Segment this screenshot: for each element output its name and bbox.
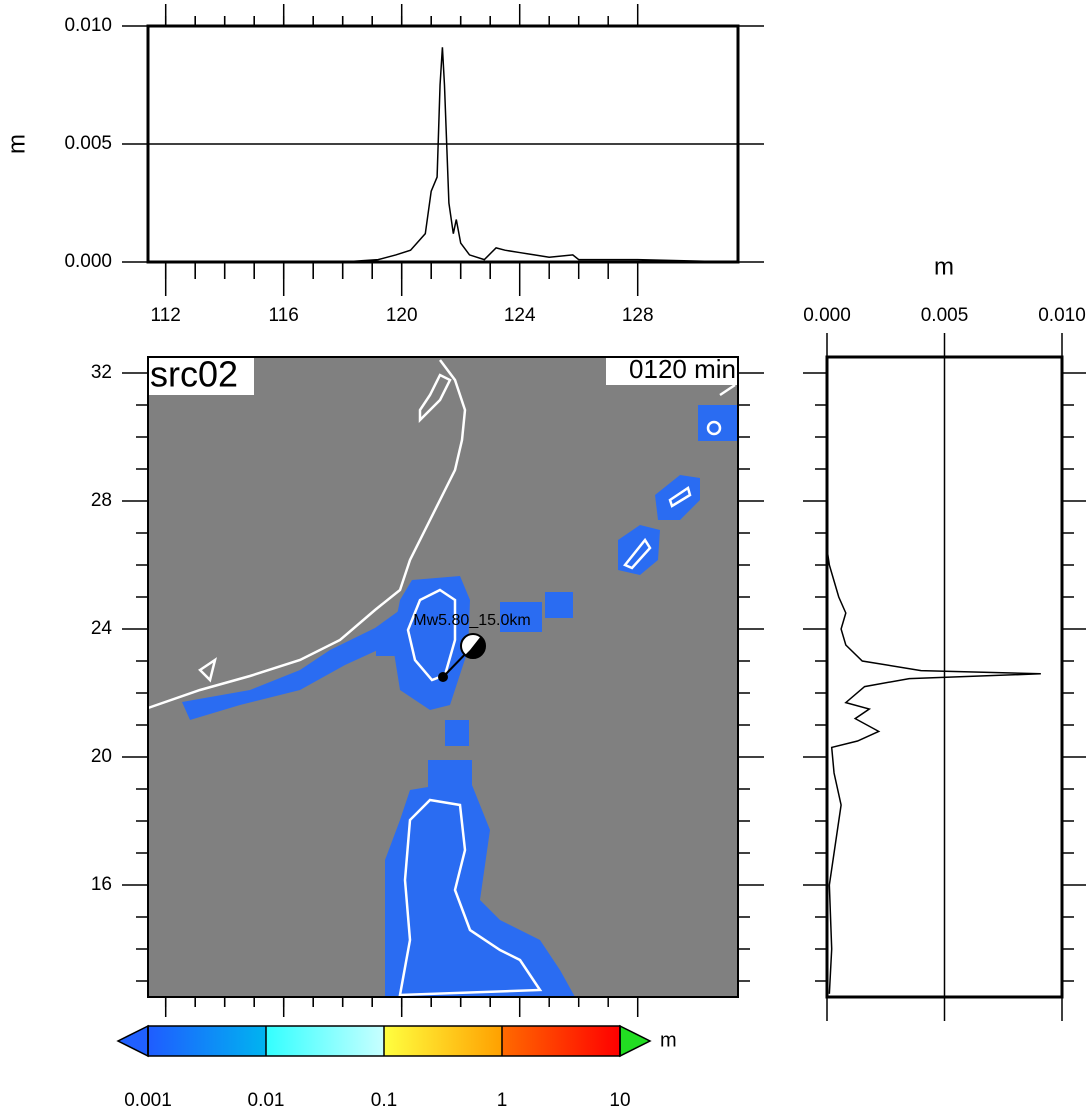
map-frame (147, 356, 739, 998)
colorbar-tick-label: 10 (609, 1090, 630, 1111)
y-tick-label: 20 (91, 746, 112, 767)
x-tick-label: 0.010 (1038, 305, 1086, 326)
coastline (198, 657, 217, 683)
y-tick-label: 0.005 (64, 133, 112, 154)
event-label: Mw5.80_15.0km (413, 612, 530, 629)
profile-line (826, 357, 1041, 994)
y-tick-label: 32 (91, 362, 112, 383)
wave-patch (385, 780, 575, 997)
coastline (406, 588, 457, 682)
colorbar-over (619, 1024, 652, 1058)
x-tick-label: 0.005 (921, 305, 969, 326)
colorbar-segment (148, 1026, 266, 1056)
coastlines (147, 359, 736, 997)
colorbar-unit: m (660, 1029, 677, 1051)
colorbar-tick-label: 0.001 (124, 1090, 172, 1111)
colorbar-segment (266, 1026, 384, 1056)
wave-patch (182, 610, 400, 720)
colorbar-segment (502, 1026, 620, 1056)
wave-patch (445, 720, 469, 746)
wave-patch (376, 630, 398, 656)
source (438, 633, 486, 682)
colorbar-tick-label: 1 (497, 1090, 508, 1111)
colorbar-tick-label: 0.1 (371, 1090, 397, 1111)
label-box (148, 357, 254, 395)
coastline (147, 359, 467, 710)
y-tick-label: 28 (91, 490, 112, 511)
epicenter (438, 672, 448, 682)
coastline (418, 373, 452, 424)
time-label: 0120 min (629, 354, 736, 384)
y-tick-label: 0.000 (64, 251, 112, 272)
label-box (606, 357, 738, 385)
x-tick-label: 128 (622, 305, 654, 326)
colorbar-segment (384, 1026, 502, 1056)
x-tick-label: 116 (269, 305, 299, 326)
wave-patch (500, 602, 542, 632)
x-tick-label: 0.000 (803, 305, 851, 326)
beachball-quadrant (465, 636, 486, 658)
wave-heights (182, 405, 738, 997)
coastline (706, 383, 736, 436)
colorbar-under (116, 1024, 149, 1058)
wave-patch (545, 592, 573, 618)
x-axis-label: m (934, 253, 954, 280)
x-tick-label: 112 (151, 305, 181, 326)
colorbar-tick-label: 0.01 (248, 1090, 285, 1111)
coastline (668, 486, 692, 508)
y-axis-label: m (3, 134, 30, 154)
x-tick-label: 124 (504, 305, 536, 326)
coastline (398, 798, 543, 997)
y-tick-label: 16 (91, 874, 112, 895)
y-tick-label: 24 (91, 618, 113, 639)
profile-line (342, 47, 736, 263)
wave-patch (392, 576, 470, 710)
source-label: src02 (150, 354, 238, 395)
coastline (622, 537, 652, 570)
y-tick-label: 0.010 (64, 15, 112, 36)
x-tick-label: 120 (386, 305, 418, 326)
